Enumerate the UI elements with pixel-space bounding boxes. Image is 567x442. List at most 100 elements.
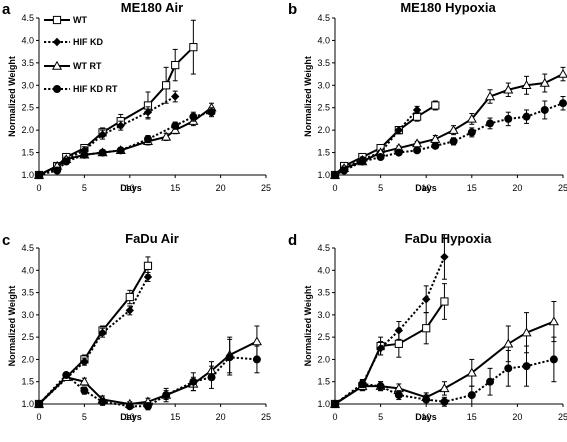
x-tick-label: 25 [261, 183, 271, 193]
data-point [98, 397, 107, 406]
y-tick-label: 2.0 [317, 354, 330, 364]
data-point [440, 252, 449, 262]
series-wt [34, 19, 198, 180]
data-point [448, 124, 459, 134]
legend-marker [52, 37, 62, 47]
data-point [549, 355, 558, 364]
data-point [171, 92, 180, 101]
legend-label: WT [73, 15, 87, 25]
y-axis-label: Normalized Weight [303, 56, 313, 137]
data-point [207, 108, 216, 117]
series-hif-kd-rt [331, 336, 558, 408]
y-tick-label: 4.5 [21, 13, 34, 23]
y-tick-label: 4.0 [21, 35, 34, 45]
data-point [161, 131, 172, 141]
y-tick-label: 3.0 [317, 310, 330, 320]
y-tick-label: 1.0 [317, 399, 330, 409]
panel-title: ME180 Hypoxia [400, 0, 496, 15]
legend-marker [51, 60, 63, 70]
data-point [162, 81, 171, 90]
data-point [189, 43, 198, 52]
data-point [521, 80, 532, 89]
data-point [251, 336, 262, 346]
data-point [422, 395, 431, 404]
x-tick-label: 0 [36, 183, 41, 193]
y-tick-label: 2.5 [21, 103, 34, 113]
y-tick-label: 4.0 [317, 265, 330, 275]
y-tick-label: 3.0 [21, 310, 34, 320]
data-point [522, 112, 531, 121]
data-point [449, 137, 458, 146]
data-point [539, 77, 550, 87]
data-point [252, 355, 261, 364]
data-point [143, 108, 153, 117]
data-point [522, 362, 531, 371]
data-point [358, 379, 367, 388]
x-tick-label: 5 [82, 183, 87, 193]
data-point [116, 121, 125, 130]
y-tick-label: 2.0 [21, 125, 34, 135]
y-tick-label: 2.5 [317, 103, 330, 113]
panel-b: b ME180 Hypoxia 1.0 1.5 2.0 2.5 3.0 3.5 4.0 4.5 0 5… [288, 0, 567, 193]
y-tick-label: 1.0 [21, 399, 34, 409]
data-point [394, 391, 403, 400]
series-wt-rt [33, 325, 262, 408]
x-tick-label: 0 [36, 412, 41, 422]
panel-letter: b [288, 1, 297, 18]
data-point [80, 386, 89, 395]
y-tick-label: 2.0 [21, 354, 34, 364]
y-tick-label: 1.5 [317, 377, 330, 387]
data-point [80, 357, 89, 366]
panel-title: ME180 Air [121, 0, 183, 15]
data-point [207, 373, 216, 382]
legend-label: HIF KD RT [73, 84, 118, 94]
series-hif-kd-rt [35, 338, 261, 411]
data-point [143, 272, 153, 282]
series-hif-kd-rt [331, 96, 567, 179]
data-point [559, 99, 567, 108]
data-point [486, 377, 495, 386]
y-axis-label: Normalized Weight [7, 286, 17, 367]
data-point [394, 326, 404, 335]
data-point [431, 141, 440, 150]
data-point [440, 397, 449, 406]
data-point [189, 377, 198, 386]
y-tick-label: 2.0 [317, 125, 330, 135]
x-axis-label: Days [415, 412, 437, 422]
data-point [431, 101, 440, 110]
series-line [334, 256, 446, 405]
y-tick-label: 1.5 [317, 148, 330, 158]
series-wt-rt [33, 102, 217, 179]
series-line [334, 300, 446, 405]
data-point [143, 261, 153, 270]
data-point [358, 157, 367, 166]
data-point [98, 148, 107, 157]
x-tick-label: 10 [421, 183, 431, 193]
series-line [334, 73, 564, 176]
x-tick-label: 20 [512, 412, 522, 422]
y-tick-label: 2.5 [21, 332, 34, 342]
data-point [440, 297, 449, 306]
series-wt [330, 283, 449, 409]
data-point [413, 146, 422, 155]
y-tick-label: 3.5 [21, 288, 34, 298]
y-tick-label: 4.5 [317, 243, 330, 253]
data-point [503, 338, 514, 348]
y-tick-label: 2.5 [317, 332, 330, 342]
series-line [38, 111, 212, 176]
x-tick-label: 15 [467, 412, 477, 422]
series-line [334, 320, 555, 405]
data-point [171, 61, 180, 70]
y-tick-label: 4.5 [317, 13, 330, 23]
x-tick-label: 15 [467, 183, 477, 193]
legend-label: HIF KD [73, 37, 103, 47]
y-tick-label: 3.5 [21, 58, 34, 68]
panel-title: FaDu Air [125, 231, 179, 246]
x-axis-label: Days [120, 183, 142, 193]
y-tick-label: 3.0 [317, 80, 330, 90]
series-line [38, 265, 149, 405]
data-point [548, 316, 559, 326]
data-point [376, 382, 385, 391]
data-point [422, 295, 431, 304]
